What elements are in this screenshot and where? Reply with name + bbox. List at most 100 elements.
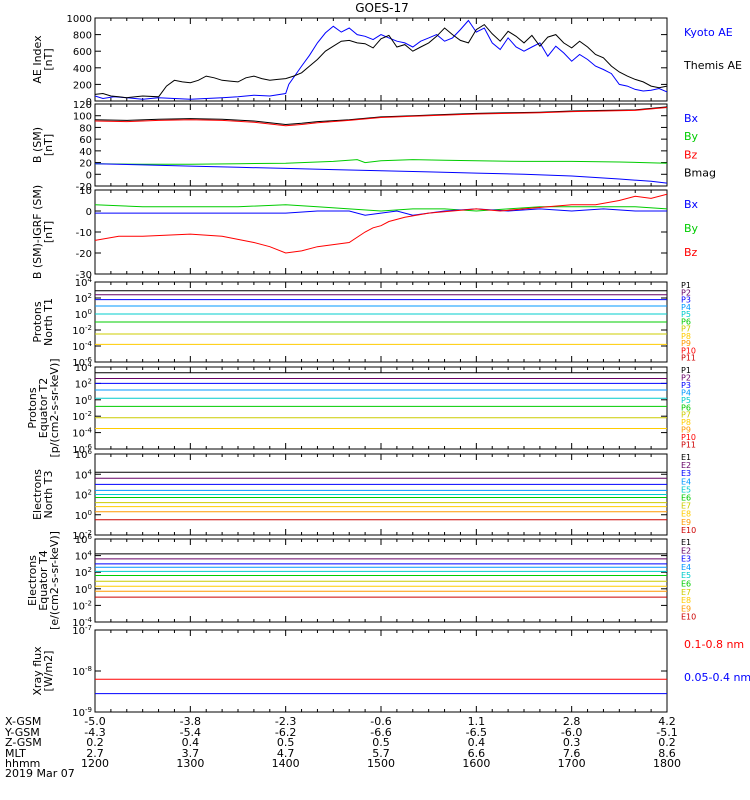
y-tick-label: 0	[86, 170, 92, 181]
y-tick-label: -20	[76, 249, 92, 260]
legend-entry: P7	[681, 411, 691, 420]
x-tick-label: 1400	[272, 757, 300, 770]
y-axis-label: B (SM)	[31, 127, 44, 163]
series-line	[95, 163, 667, 184]
series-line	[95, 23, 667, 99]
legend-entry: Bz	[684, 148, 698, 161]
y-tick-label: 100	[73, 112, 92, 123]
y-tick-label: 100	[75, 394, 92, 407]
legend-entry: E6	[681, 580, 691, 589]
panel-frame	[94, 366, 668, 450]
legend-entry: 0.05-0.4 nm	[684, 671, 750, 684]
y-axis-label: [W/m2]	[42, 651, 55, 692]
panel-1: 0 200 400 600 800 1000 AE Index[nT] Kyoto AE The…	[31, 14, 742, 108]
x-tick-label: 1600	[462, 757, 490, 770]
legend-entry: P11	[681, 441, 696, 450]
legend-entry: P5	[681, 310, 691, 319]
legend-entry: P9	[681, 426, 691, 435]
panel-frame	[94, 103, 668, 187]
legend-entry: By	[684, 130, 699, 143]
x-tick-label: 5.7	[372, 747, 390, 760]
legend-entry: E4	[681, 563, 691, 572]
legend-entry: E3	[681, 469, 691, 478]
x-row-label: MLT	[5, 747, 26, 760]
y-tick-label: 102	[75, 292, 92, 305]
panel-3: -30 -20 -10 0 10 B (SM)-IGRF (SM)[nT] Bx By Bz	[31, 185, 699, 281]
legend-entry: E8	[681, 596, 691, 605]
x-tick-label: 8.6	[658, 747, 676, 760]
legend-entry: E1	[681, 538, 691, 547]
series-line	[95, 208, 667, 216]
y-tick-label: 60	[79, 135, 92, 146]
legend-entry: By	[684, 222, 699, 235]
legend-entry: E5	[681, 485, 691, 494]
legend-entry: Bmag	[684, 167, 716, 180]
x-tick-label: 0.4	[468, 736, 486, 749]
x-tick-label: 1300	[176, 757, 204, 770]
legend-entry: Bx	[684, 198, 699, 211]
legend-entry: P5	[681, 396, 691, 405]
x-tick-label: 1800	[653, 757, 681, 770]
legend-entry: E9	[681, 604, 691, 613]
y-axis-label: North T1	[42, 298, 55, 346]
x-tick-label: 1500	[367, 757, 395, 770]
legend-entry: E7	[681, 588, 691, 597]
series-line	[95, 107, 667, 127]
y-tick-label: 104	[75, 361, 93, 374]
y-axis-label: [nT]	[42, 48, 55, 70]
y-tick-label: 600	[73, 47, 92, 58]
legend-entry: P8	[681, 418, 691, 427]
legend-entry: P2	[681, 288, 691, 297]
plot-title: GOES-17	[355, 1, 409, 15]
legend-entry: E1	[681, 453, 691, 462]
legend-entry: E9	[681, 518, 691, 527]
legend-entry: E10	[681, 613, 696, 622]
legend-entry: P6	[681, 317, 691, 326]
x-tick-label: 4.7	[277, 747, 295, 760]
x-tick-label: 7.6	[563, 747, 581, 760]
legend-entry: 0.1-0.8 nm	[684, 638, 744, 651]
x-tick-label: -4.3	[84, 726, 105, 739]
panel-frame	[94, 629, 668, 713]
y-tick-label: 0	[86, 97, 92, 108]
legend-entry: P10	[681, 346, 696, 355]
series-line	[95, 106, 667, 126]
legend-entry: E2	[681, 461, 691, 470]
x-tick-label: -6.5	[466, 726, 487, 739]
legend-entry: P6	[681, 403, 691, 412]
y-tick-label: 102	[75, 377, 92, 390]
series-line	[95, 19, 667, 100]
x-tick-label: 1.1	[468, 715, 486, 728]
x-tick-label: 2.8	[563, 715, 581, 728]
y-tick-label: 100	[75, 509, 92, 522]
legend-entry: P8	[681, 332, 691, 341]
y-axis-label: [p/(cm2-s-sr-keV)]	[48, 358, 61, 457]
legend-entry: P10	[681, 433, 696, 442]
x-tick-label: 4.2	[658, 715, 676, 728]
x-tick-label: 0.2	[86, 736, 104, 749]
y-tick-label: 102	[75, 489, 92, 502]
y-tick-label: 200	[73, 80, 92, 91]
x-tick-label: 6.6	[468, 747, 486, 760]
y-tick-label: 100	[75, 583, 92, 596]
x-tick-label: 0.5	[372, 736, 390, 749]
y-tick-label: -10	[76, 228, 92, 239]
legend-entry: E6	[681, 494, 691, 503]
x-row-label: 2019 Mar 07	[5, 767, 75, 780]
x-row-label: hhmm	[5, 757, 40, 770]
legend-entry: P4	[681, 303, 691, 312]
legend-entry: E8	[681, 510, 691, 519]
y-tick-label: 10-2	[72, 599, 92, 612]
y-axis-label: AE Index	[31, 35, 44, 84]
legend-entry: P1	[681, 281, 691, 290]
legend-entry: P9	[681, 339, 691, 348]
x-tick-label: 1200	[81, 757, 109, 770]
y-tick-label: 80	[79, 123, 92, 134]
y-tick-label: 20	[79, 159, 92, 170]
